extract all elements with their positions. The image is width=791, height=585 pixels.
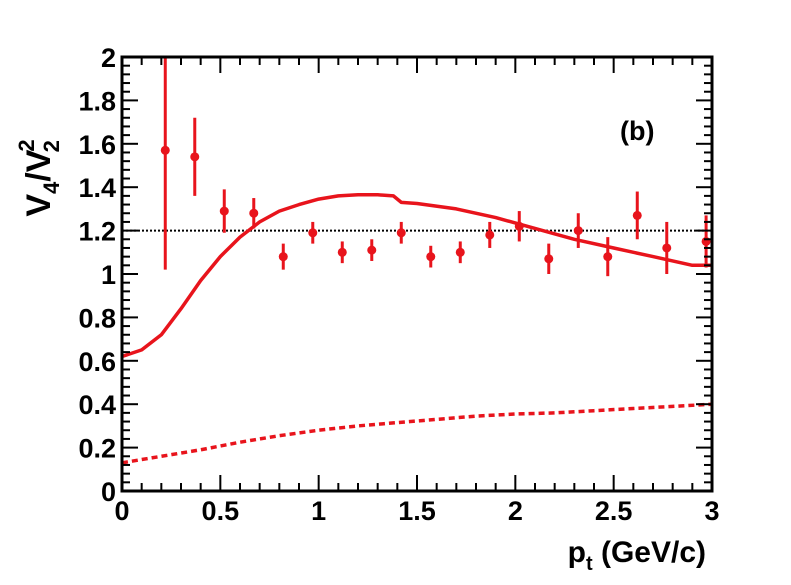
- y-axis-title-slash: /: [20, 172, 58, 182]
- y-tick-label: 1.2: [78, 217, 116, 247]
- y-tick-label: 1.4: [78, 173, 116, 203]
- x-axis-title-unit: (GeV/c): [593, 536, 706, 569]
- x-tick-label: 0: [114, 496, 129, 526]
- data-point: [573, 226, 583, 236]
- data-point: [278, 252, 288, 262]
- data-point: [219, 206, 229, 216]
- y-tick-label: 1.6: [78, 130, 116, 160]
- x-axis: 0 0.5 1 1.5 2 2.5 3: [114, 57, 720, 526]
- y-axis-title-sub2: 2: [39, 140, 64, 152]
- y-tick-label: 0.6: [78, 347, 116, 377]
- y-tick-label: 1: [101, 260, 116, 290]
- data-point: [160, 145, 170, 155]
- x-tick-label: 2.5: [595, 496, 633, 526]
- y-axis-title-v2: V: [20, 149, 58, 172]
- y-tick-label: 0.2: [78, 434, 116, 464]
- y-axis-title-sup2: 2: [14, 139, 39, 151]
- y-tick-label: 0: [101, 477, 116, 507]
- y-tick-label: 1.8: [78, 86, 116, 116]
- data-point: [337, 247, 347, 257]
- y-axis-title-sub1: 4: [39, 181, 64, 194]
- x-axis-title: pt (GeV/c): [568, 536, 706, 575]
- data-point: [485, 230, 495, 240]
- x-tick-label: 2: [508, 496, 523, 526]
- y-axis-title-v1: V: [20, 194, 58, 217]
- y-axis: 0 0.2 0.4 0.6 0.8 1 1.2 1.4 1.6 1.8 2: [78, 43, 712, 507]
- plot-area: [121, 57, 713, 465]
- data-point: [455, 247, 465, 257]
- x-axis-title-main: p: [568, 536, 586, 569]
- data-point: [632, 210, 642, 220]
- data-point: [514, 221, 524, 231]
- data-point: [308, 228, 318, 238]
- series-line-model-dashed: [121, 402, 713, 465]
- x-tick-label: 3: [704, 496, 719, 526]
- data-point: [396, 228, 406, 238]
- data-point: [603, 252, 613, 262]
- x-tick-label: 1: [311, 496, 326, 526]
- y-tick-label: 0.4: [78, 390, 116, 420]
- x-tick-label: 0.5: [202, 496, 240, 526]
- x-tick-label: 1.5: [398, 496, 436, 526]
- data-point: [662, 243, 672, 253]
- x-axis-title-sub: t: [586, 553, 593, 575]
- y-tick-label: 0.8: [78, 303, 116, 333]
- data-point: [426, 252, 436, 262]
- series-line-model-solid: [121, 193, 712, 359]
- y-axis-title: V4/V22: [14, 139, 64, 216]
- data-point: [190, 152, 200, 162]
- data-point: [544, 254, 554, 264]
- data-point: [367, 245, 377, 255]
- panel-label: (b): [620, 116, 654, 146]
- y-tick-label: 2: [101, 43, 116, 73]
- data-point: [249, 208, 259, 218]
